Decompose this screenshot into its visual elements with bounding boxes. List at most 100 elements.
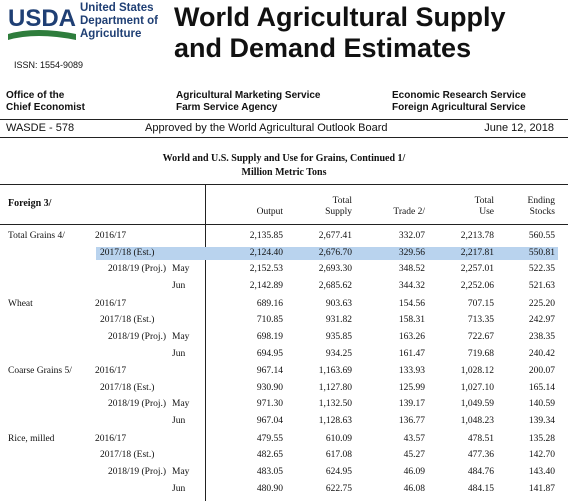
cell: 560.55: [528, 231, 555, 241]
report-title: World Agricultural Supply and Demand Est…: [174, 2, 506, 64]
cell: 1,028.12: [460, 366, 494, 376]
cell: 154.56: [398, 298, 425, 309]
agency-line: Chief Economist: [6, 102, 85, 113]
cell: 617.08: [325, 450, 352, 461]
cell: 710.85: [256, 315, 283, 326]
cell: 136.77: [398, 416, 425, 427]
row-month: Jun: [172, 348, 186, 359]
report-date: June 12, 2018: [484, 122, 554, 134]
cell: 522.35: [528, 264, 555, 275]
cell: 46.09: [403, 466, 425, 477]
cell: 480.90: [256, 483, 283, 494]
cell: 139.17: [398, 399, 425, 410]
row-group-label: Wheat: [8, 298, 33, 309]
row-group-label: Coarse Grains 5/: [8, 366, 72, 376]
agency-line: Economic Research Service: [392, 90, 526, 101]
cell: 931.82: [325, 315, 352, 326]
cell: 967.14: [256, 366, 283, 376]
cell: 2,685.62: [318, 281, 352, 292]
approval: Approved by the World Agricultural Outlo…: [145, 122, 388, 134]
column-header: Trade 2/: [393, 207, 425, 217]
cell: 2,676.70: [318, 247, 352, 258]
cell: 930.90: [256, 382, 283, 393]
column-header: Total: [474, 196, 494, 206]
row-year: 2017/18 (Est.): [100, 315, 155, 326]
row-month: May: [172, 399, 190, 410]
cell: 165.14: [528, 382, 555, 393]
cell: 722.67: [467, 331, 494, 342]
cell: 484.15: [467, 483, 494, 494]
agency-line: Foreign Agricultural Service: [392, 102, 526, 113]
cell: 698.19: [256, 331, 283, 342]
column-header: Total: [332, 196, 352, 206]
cell: 329.56: [398, 247, 425, 258]
row-year: 2016/17: [95, 298, 127, 309]
cell: 240.42: [528, 348, 555, 359]
cell: 43.57: [403, 433, 425, 444]
cell: 482.65: [256, 450, 283, 461]
cell: 713.35: [467, 315, 494, 326]
cell: 1,132.50: [318, 399, 352, 410]
cell: 1,163.69: [318, 366, 352, 376]
cell: 2,124.40: [249, 247, 283, 258]
cell: 2,142.89: [249, 281, 283, 292]
department-line: Department of: [80, 15, 158, 27]
cell: 935.85: [325, 331, 352, 342]
cell: 689.16: [256, 298, 283, 309]
usda-logo: USDA: [8, 5, 76, 40]
cell: 332.07: [398, 231, 425, 241]
cell: 479.55: [256, 433, 283, 444]
cell: 348.52: [398, 264, 425, 275]
row-group-label: Rice, milled: [8, 433, 55, 444]
logo-swoosh: [8, 30, 76, 40]
cell: 142.70: [528, 450, 555, 461]
cell: 483.05: [256, 466, 283, 477]
cell: 967.04: [256, 416, 283, 427]
agency: Office of the Chief Economist: [6, 90, 85, 114]
row-month: May: [172, 331, 190, 342]
cell: 550.81: [528, 247, 555, 258]
cell: 624.95: [325, 466, 352, 477]
cell: 2,693.30: [318, 264, 352, 275]
column-header: Output: [256, 207, 283, 217]
highlight: [96, 246, 558, 260]
cell: 139.34: [528, 416, 555, 427]
cell: 2,677.41: [318, 231, 352, 241]
cell: 971.30: [256, 399, 283, 410]
row-month: Jun: [172, 416, 186, 427]
department: United States Department of Agriculture: [80, 2, 158, 41]
cell: 45.27: [403, 450, 425, 461]
rule: [0, 184, 568, 185]
cell: 719.68: [467, 348, 494, 359]
cell: 934.25: [325, 348, 352, 359]
row-group-label: Total Grains 4/: [8, 231, 65, 241]
title-line: and Demand Estimates: [174, 33, 472, 63]
cell: 1,027.10: [460, 382, 494, 393]
cell: 707.15: [467, 298, 494, 309]
agency-line: Farm Service Agency: [176, 102, 278, 113]
cell: 161.47: [398, 348, 425, 359]
cell: 2,257.01: [460, 264, 494, 275]
row-year: 2016/17: [95, 231, 127, 241]
agency: Economic Research Service Foreign Agricul…: [392, 90, 526, 114]
cell: 2,135.85: [249, 231, 283, 241]
row-year: 2017/18 (Est.): [100, 450, 155, 461]
cell: 242.97: [528, 315, 555, 326]
cell: 521.63: [528, 281, 555, 292]
cell: 140.59: [528, 399, 555, 410]
column-header: Use: [479, 207, 494, 217]
cell: 1,127.80: [318, 382, 352, 393]
row-year: 2018/19 (Proj.): [108, 466, 167, 477]
cell: 141.87: [528, 483, 555, 494]
row-year: 2018/19 (Proj.): [108, 399, 167, 410]
agency-line: Office of the: [6, 90, 65, 101]
report-number: WASDE - 578: [6, 122, 75, 134]
row-month: May: [172, 264, 190, 275]
cell: 2,152.53: [249, 264, 283, 275]
cell: 200.07: [528, 366, 555, 376]
table-title: World and U.S. Supply and Use for Grains…: [162, 153, 406, 164]
agency: Agricultural Marketing Service Farm Servi…: [176, 90, 321, 114]
department-line: Agriculture: [80, 28, 142, 40]
cell: 238.35: [528, 331, 555, 342]
